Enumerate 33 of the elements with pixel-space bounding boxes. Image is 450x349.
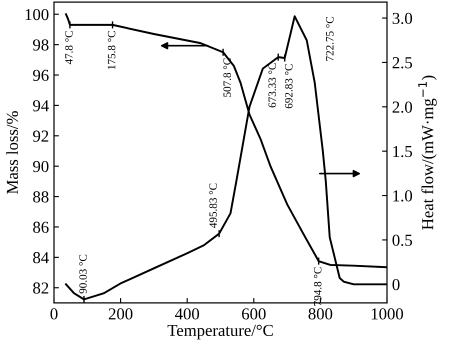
x-tick-label: 0 <box>50 308 58 320</box>
y-tick-label: 90 <box>33 160 49 172</box>
annotation: 175.8 °C <box>108 31 116 70</box>
y2-tick-label: 1.0 <box>393 190 412 202</box>
annotation: 47.8 °C <box>65 31 73 64</box>
y-tick-label: 92 <box>33 130 48 142</box>
y-tick-label: 82 <box>33 282 48 294</box>
y-tick-label: 86 <box>33 222 49 233</box>
y2-tick-label: 2.5 <box>392 57 412 68</box>
y2-axis-title: Heat flow/(mW·mg$^{−1}$) <box>418 76 437 230</box>
y-tick-label: 94 <box>33 100 49 112</box>
y-tick-label: 84 <box>33 252 49 264</box>
annotation: 507.8 °C <box>223 58 231 97</box>
y-tick-label: 88 <box>33 191 49 203</box>
annotation: 90.03 °C <box>79 254 87 294</box>
x-axis-title: Temperature/°C <box>168 324 273 340</box>
y2-tick-label: 3.0 <box>392 12 412 24</box>
y-axis-title: Mass loss/% <box>6 111 18 194</box>
y2-tick-label: 1.5 <box>393 146 412 158</box>
annotation: 722.75 °C <box>326 16 334 61</box>
y2-tick-label: 0 <box>392 278 400 290</box>
y-tick-label: 100 <box>26 8 49 20</box>
y-tick-label: 98 <box>33 39 49 51</box>
annotation: 692.83 °C <box>285 64 293 108</box>
y-tick-label: 96 <box>33 70 49 81</box>
x-tick-label: 1000 <box>372 308 404 320</box>
x-tick-label: 200 <box>108 308 132 320</box>
x-tick-label: 800 <box>308 308 332 320</box>
y2-tick-label: 2.0 <box>392 102 412 113</box>
x-tick-label: 600 <box>242 308 266 320</box>
annotation: 495.83 °C <box>209 184 217 228</box>
x-tick-label: 400 <box>175 308 200 320</box>
y2-tick-label: 0.5 <box>392 234 412 246</box>
